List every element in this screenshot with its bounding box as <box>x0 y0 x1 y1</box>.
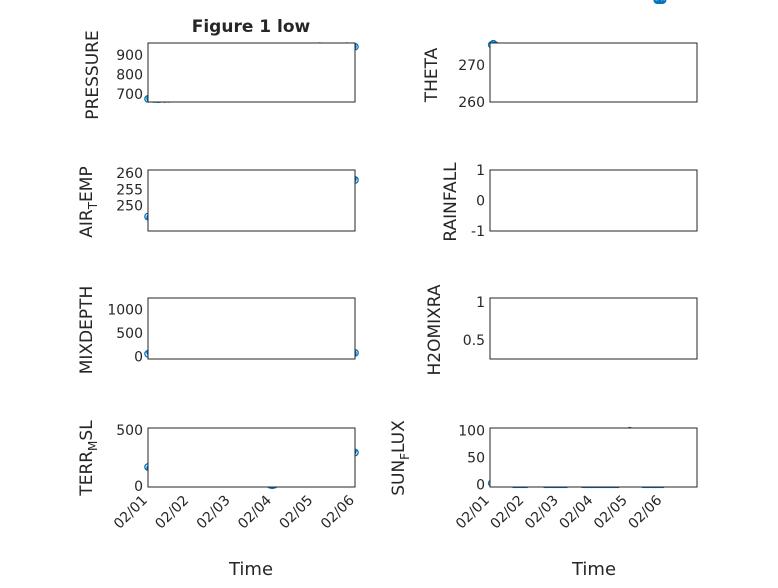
xtick-label: 02/06 <box>625 492 665 532</box>
axes-box <box>489 427 698 488</box>
terr-msl-ylabel: TERRMSL <box>77 420 100 497</box>
rainfall-panel: -1 0 1 <box>471 0 698 240</box>
axes-box <box>147 169 356 232</box>
ytick-label: 0 <box>134 479 143 495</box>
figure-title: Figure 1 low <box>192 17 311 37</box>
mixdepth-ylabel: MIXDEPTH <box>77 286 97 375</box>
ytick-label: -1 <box>471 224 485 240</box>
theta-ylabel: THETA <box>422 47 442 103</box>
theta-panel: 260 270 <box>458 39 698 111</box>
xtick-label: 02/01 <box>453 493 493 533</box>
ytick-label: 0 <box>134 350 143 366</box>
ytick-label: 260 <box>116 166 143 182</box>
ytick-label: 255 <box>116 182 143 198</box>
h2omixra-panel: 0.51 <box>463 0 698 360</box>
axes-box <box>489 169 698 232</box>
mixdepth-panel: 0 500 1000 <box>107 297 359 366</box>
ytick-label: 500 <box>116 326 143 342</box>
xtick-label: 02/03 <box>522 493 562 533</box>
ytick-label: 250 <box>116 198 143 214</box>
data-point <box>658 0 667 4</box>
xtick-label: 02/05 <box>591 493 631 533</box>
xtick-label: 02/02 <box>152 493 192 533</box>
ytick-label: 100 <box>458 424 485 440</box>
pressure-ylabel: PRESSURE <box>83 30 103 119</box>
axes-box <box>147 42 356 103</box>
ytick-label: 0 <box>476 477 485 493</box>
left-xlabel: Time <box>228 559 273 580</box>
ytick-label: 1 <box>476 163 485 179</box>
right-xlabel: Time <box>571 559 616 580</box>
ytick-label: 270 <box>458 58 485 74</box>
sun-flux-ylabel: SUNFLUX <box>389 420 412 496</box>
ytick-label: 500 <box>116 423 143 439</box>
ytick-label: 0 <box>476 194 485 210</box>
ytick-label: 1 <box>476 295 485 311</box>
h2omixra-ylabel: H2OMIXRA <box>425 284 445 375</box>
xtick-label: 02/04 <box>235 492 275 532</box>
axes-box <box>147 427 356 488</box>
xtick-label: 02/04 <box>556 492 596 532</box>
ytick-label: 260 <box>458 95 485 111</box>
terr-msl-panel: 0 500 02/01 02/02 02/03 02/04 02/05 02/06 <box>111 423 359 533</box>
ytick-label: 700 <box>116 87 143 103</box>
pressure-panel: 700 800 900 <box>116 42 359 103</box>
xtick-label: 02/01 <box>111 493 151 533</box>
xtick-label: 02/02 <box>487 493 527 533</box>
axes-box <box>489 42 698 103</box>
xtick-label: 02/03 <box>194 493 234 533</box>
ytick-label: 900 <box>116 48 143 64</box>
ytick-label: 800 <box>116 67 143 83</box>
rainfall-ylabel: RAINFALL <box>441 162 461 242</box>
air-temp-ylabel: AIRTEMP <box>77 166 100 237</box>
ytick-label: 1000 <box>107 303 143 319</box>
xtick-label: 02/06 <box>318 492 358 532</box>
ytick-label: 0.5 <box>463 333 485 349</box>
xtick-label: 02/05 <box>277 493 317 533</box>
axes-box <box>489 297 698 360</box>
axes-box <box>147 297 356 360</box>
ytick-label: 50 <box>467 451 485 467</box>
